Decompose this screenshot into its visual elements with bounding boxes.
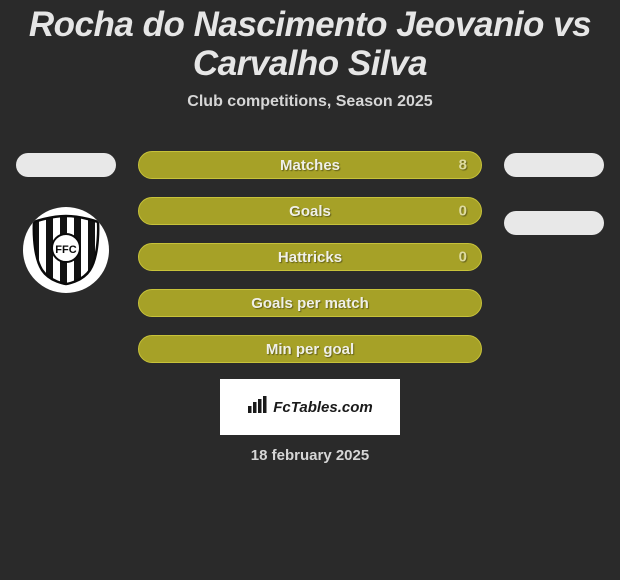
page-title: Rocha do Nascimento Jeovanio vs Carvalho… (0, 0, 620, 87)
right-column (504, 151, 604, 235)
stat-bar-label: Min per goal (266, 341, 354, 358)
stat-bar-label: Matches (280, 157, 340, 174)
svg-text:FFC: FFC (55, 244, 76, 256)
stat-bar-label: Hattricks (278, 249, 342, 266)
stat-bar: Goals 0 (138, 197, 482, 225)
stat-bar-value: 0 (459, 249, 467, 266)
left-name-pill (16, 153, 116, 177)
stat-bar: Hattricks 0 (138, 243, 482, 271)
watermark-text: FcTables.com (273, 399, 372, 416)
comparison-layout: FFC Matches 8 Goals 0 Hattricks 0 Goals per ma… (0, 151, 620, 363)
left-column: FFC (16, 151, 116, 293)
watermark: FcTables.com (220, 379, 400, 435)
figueirense-badge-icon: FFC (30, 214, 102, 286)
date-line: 18 february 2025 (0, 447, 620, 464)
stat-bar-value: 8 (459, 157, 467, 174)
stat-bar: Goals per match (138, 289, 482, 317)
subtitle: Club competitions, Season 2025 (0, 93, 620, 111)
right-name-pill-1 (504, 153, 604, 177)
stat-bars: Matches 8 Goals 0 Hattricks 0 Goals per match M… (138, 151, 482, 363)
stat-bar-label: Goals (289, 203, 331, 220)
stat-bar: Matches 8 (138, 151, 482, 179)
right-name-pill-2 (504, 211, 604, 235)
left-club-logo: FFC (23, 207, 109, 293)
stat-bar: Min per goal (138, 335, 482, 363)
bar-chart-icon (247, 396, 269, 419)
stat-bar-label: Goals per match (251, 295, 369, 312)
stat-bar-value: 0 (459, 203, 467, 220)
